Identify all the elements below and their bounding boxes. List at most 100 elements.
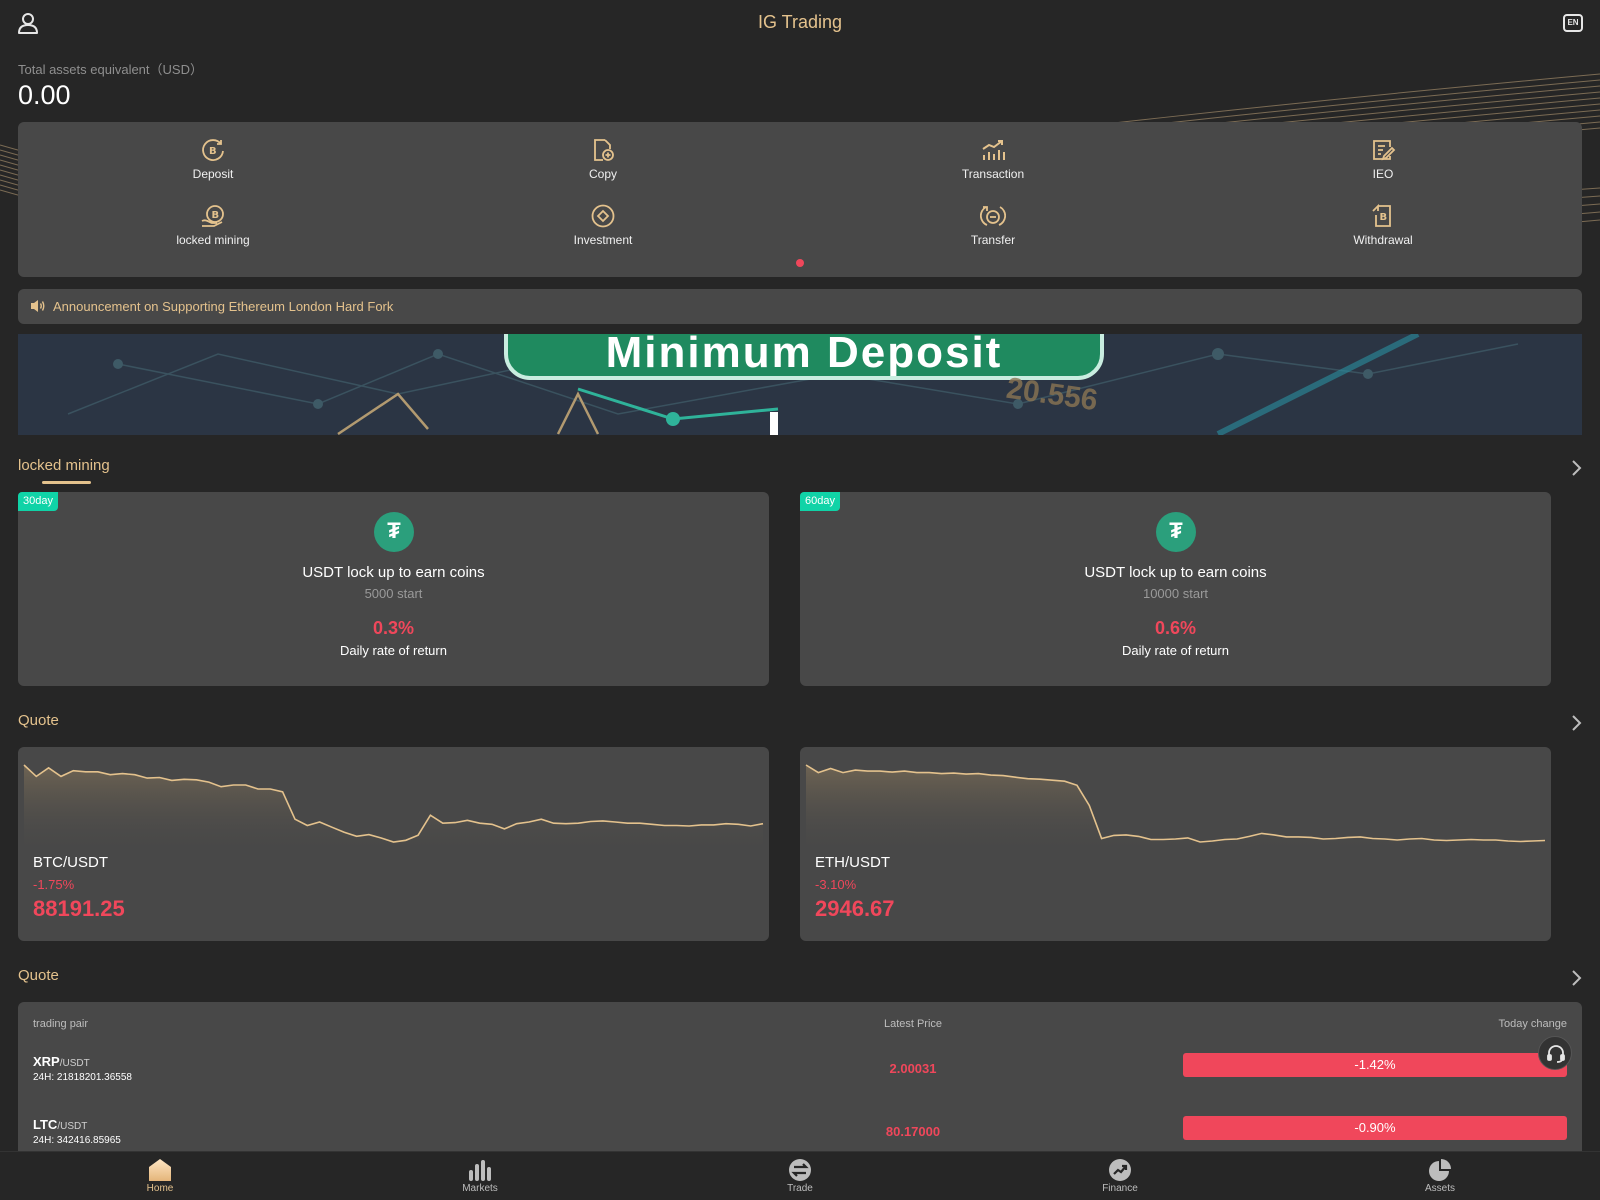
- withdrawal-label: Withdrawal: [1353, 233, 1413, 247]
- pair-change: -1.75%: [33, 877, 75, 892]
- sparkline-area: [806, 765, 1545, 857]
- transaction-label: Transaction: [961, 167, 1025, 181]
- locked-mining-title: locked mining: [18, 457, 110, 474]
- nav-assets-label: Assets: [1424, 1183, 1455, 1194]
- locked-mining-header: locked mining: [18, 453, 1582, 484]
- pair-price: 88191.25: [33, 896, 125, 921]
- announcement-bar[interactable]: Announcement on Supporting Ethereum Lond…: [18, 289, 1582, 324]
- volume-24h: 24H: 342416.85965: [33, 1135, 121, 1146]
- mining-rate-label: Daily rate of return: [1122, 643, 1229, 658]
- copy-button[interactable]: Copy: [523, 137, 683, 181]
- quote-symbol: /USDT: [59, 1058, 90, 1069]
- bottom-navigation: Home Markets Trade Finance Assets: [0, 1151, 1600, 1200]
- deposit-label: Deposit: [192, 167, 234, 181]
- banner-headline: Minimum Deposit: [605, 334, 1003, 377]
- copy-label: Copy: [588, 167, 617, 181]
- mining-title: USDT lock up to earn coins: [302, 564, 485, 581]
- ieo-button[interactable]: IEO: [1303, 137, 1463, 181]
- quote-table: trading pair Latest Price Today change X…: [18, 1002, 1582, 1162]
- col-today-change: Today change: [1498, 1018, 1568, 1030]
- pair-symbol: LTC/USDT: [33, 1117, 87, 1132]
- quote-card-btc[interactable]: BTC/USDT -1.75% 88191.25: [18, 747, 769, 941]
- mining-start: 5000 start: [364, 586, 423, 601]
- quote-cards-header: Quote: [18, 708, 1582, 738]
- nav-markets[interactable]: Markets: [440, 1158, 520, 1194]
- sparkline-area: [24, 765, 763, 857]
- page-indicator-dot[interactable]: [796, 259, 804, 267]
- usdt-coin-icon: ₮: [374, 512, 414, 552]
- mining-rate: 0.6%: [1154, 618, 1197, 638]
- latest-price: 80.17000: [885, 1124, 941, 1139]
- chevron-right-icon[interactable]: [1570, 969, 1582, 987]
- duration-badge: 60day: [800, 492, 840, 511]
- chevron-right-icon[interactable]: [1570, 459, 1582, 477]
- deposit-button[interactable]: B Deposit: [133, 137, 293, 181]
- finance-icon: [1109, 1159, 1131, 1181]
- assets-icon: [1429, 1159, 1451, 1181]
- transaction-icon: [982, 140, 1005, 160]
- change-badge[interactable]: -1.42%: [1183, 1053, 1567, 1077]
- nav-trade-label: Trade: [787, 1183, 813, 1194]
- svg-text:B: B: [209, 146, 217, 157]
- usdt-coin-icon: ₮: [1156, 512, 1196, 552]
- col-trading-pair: trading pair: [33, 1018, 89, 1030]
- total-assets-label: Total assets equivalent（USD）: [18, 62, 203, 77]
- trade-icon: [789, 1159, 811, 1181]
- nav-assets[interactable]: Assets: [1400, 1158, 1480, 1194]
- pair-price: 2946.67: [815, 896, 895, 921]
- quote-card-eth[interactable]: ETH/USDT -3.10% 2946.67: [800, 747, 1551, 941]
- investment-button[interactable]: Investment: [523, 203, 683, 247]
- markets-icon: [469, 1160, 491, 1181]
- transaction-button[interactable]: Transaction: [913, 137, 1073, 181]
- nav-finance-label: Finance: [1102, 1183, 1138, 1194]
- svg-text:B: B: [1380, 212, 1388, 223]
- top-header: IG Trading EN: [0, 0, 1600, 48]
- ieo-icon: [1373, 140, 1396, 161]
- latest-price: 2.00031: [889, 1061, 937, 1076]
- mining-rate-label: Daily rate of return: [340, 643, 447, 658]
- mining-card[interactable]: 60day ₮ USDT lock up to earn coins 10000…: [800, 492, 1551, 686]
- sparkline-line: [805, 764, 1546, 843]
- nav-trade[interactable]: Trade: [760, 1158, 840, 1194]
- mining-title: USDT lock up to earn coins: [1084, 564, 1267, 581]
- headset-icon: [1547, 1045, 1565, 1063]
- announcement-text: Announcement on Supporting Ethereum Lond…: [53, 299, 394, 314]
- locked-mining-button[interactable]: B locked mining: [133, 203, 293, 247]
- language-button[interactable]: EN: [1563, 14, 1583, 32]
- chevron-right-icon[interactable]: [1570, 714, 1582, 732]
- mining-rate: 0.3%: [372, 618, 415, 638]
- mining-card[interactable]: 30day ₮ USDT lock up to earn coins 5000 …: [18, 492, 769, 686]
- table-row[interactable]: XRP/USDT 24H: 21818201.36558 2.00031 -1.…: [18, 1048, 1582, 1100]
- transfer-button[interactable]: Transfer: [913, 203, 1073, 247]
- table-row[interactable]: LTC/USDT 24H: 342416.85965 80.17000 -0.9…: [18, 1111, 1582, 1162]
- app-title: IG Trading: [757, 12, 843, 32]
- transfer-label: Transfer: [970, 233, 1016, 247]
- pair-name: BTC/USDT: [33, 854, 108, 871]
- withdrawal-button[interactable]: B Withdrawal: [1303, 203, 1463, 247]
- investment-label: Investment: [573, 233, 633, 247]
- svg-text:B: B: [212, 210, 220, 221]
- home-icon: [149, 1159, 171, 1181]
- nav-home[interactable]: Home: [120, 1158, 200, 1194]
- ieo-label: IEO: [1372, 167, 1394, 181]
- total-assets-amount: 0.00: [18, 80, 71, 110]
- banner-pill: [504, 334, 1104, 380]
- title-underline: [42, 481, 91, 484]
- user-icon[interactable]: [17, 12, 39, 34]
- col-latest-price: Latest Price: [883, 1018, 943, 1030]
- nav-markets-label: Markets: [462, 1183, 498, 1194]
- quote-table-header: Quote: [18, 963, 1582, 993]
- promo-banner[interactable]: Minimum Deposit 20.556: [18, 334, 1582, 435]
- sparkline-chart: [805, 764, 1546, 857]
- base-symbol: LTC: [33, 1117, 58, 1132]
- mining-start: 10000 start: [1142, 586, 1209, 601]
- nav-finance[interactable]: Finance: [1080, 1158, 1160, 1194]
- withdrawal-icon: B: [1372, 203, 1391, 227]
- customer-support-button[interactable]: [1538, 1036, 1572, 1070]
- base-symbol: XRP: [33, 1054, 60, 1069]
- speaker-icon: [31, 300, 45, 312]
- quote-title: Quote: [18, 712, 59, 729]
- pair-symbol: XRP/USDT: [33, 1054, 90, 1069]
- change-badge[interactable]: -0.90%: [1183, 1116, 1567, 1140]
- quote-symbol: /USDT: [57, 1121, 88, 1132]
